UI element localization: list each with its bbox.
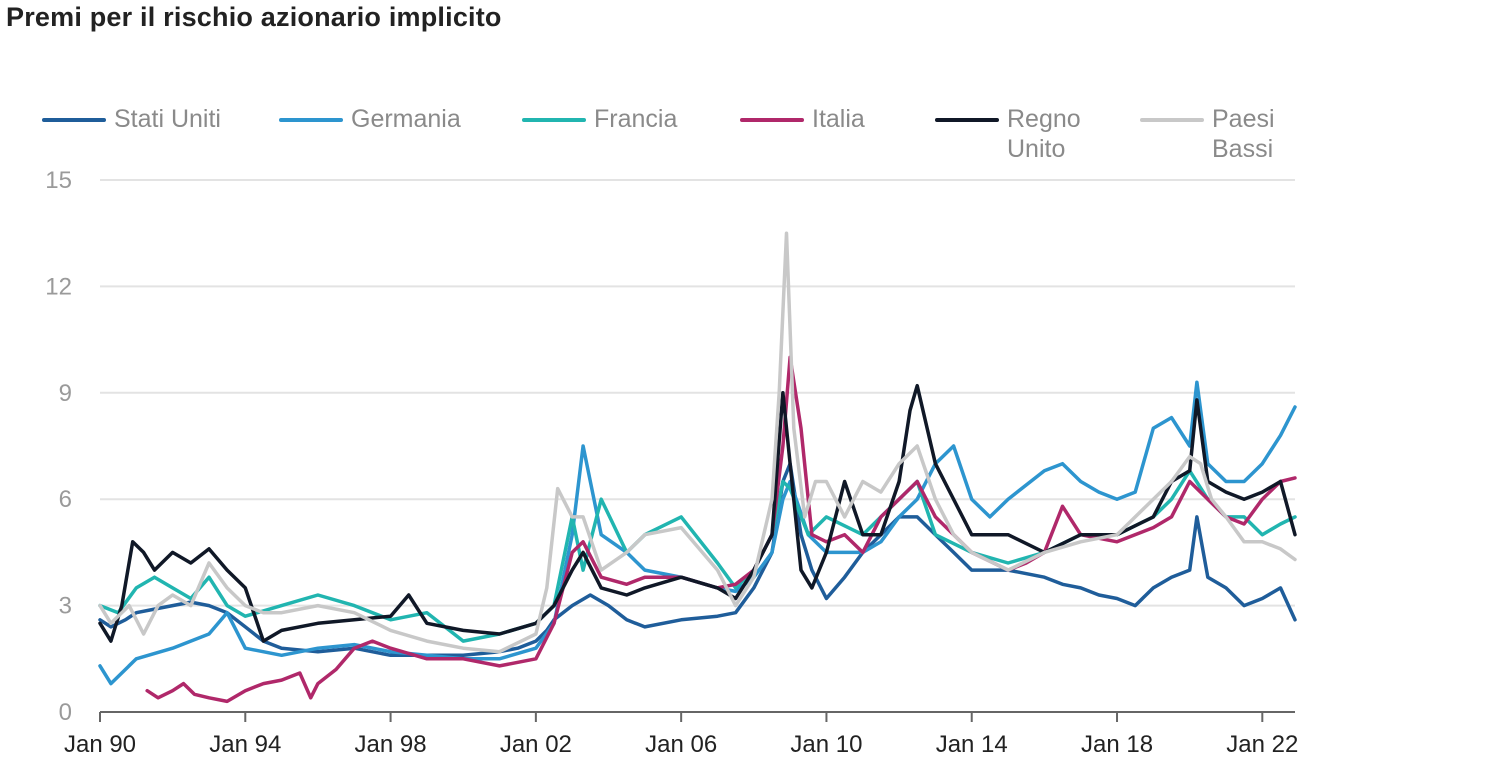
y-tick-label: 15 <box>45 167 72 194</box>
x-tick-label: Jan 14 <box>936 731 1008 758</box>
y-tick-label: 9 <box>59 380 72 407</box>
series-line-francia <box>98 469 1297 643</box>
y-tick-label: 12 <box>45 273 72 300</box>
series-line-germania <box>98 380 1297 686</box>
y-tick-label: 0 <box>59 699 72 726</box>
x-tick-label: Jan 02 <box>500 731 572 758</box>
x-tick-label: Jan 98 <box>355 731 427 758</box>
series-lines <box>98 231 1297 704</box>
x-tick-label: Jan 22 <box>1226 731 1298 758</box>
y-tick-label: 3 <box>59 593 72 620</box>
x-tick-label: Jan 10 <box>790 731 862 758</box>
y-tick-label: 6 <box>59 486 72 513</box>
x-axis <box>99 711 1295 722</box>
series-line-regno-unito <box>98 383 1297 643</box>
tick-labels: 0 3 6 9 12 15 Jan 90 Jan 94 Jan 98 Jan 02 Jan 06 Ja… <box>45 167 1298 758</box>
x-tick-label: Jan 90 <box>64 731 136 758</box>
x-tick-label: Jan 18 <box>1081 731 1153 758</box>
series-line-stati-uniti <box>98 461 1297 658</box>
gridlines <box>100 179 1295 607</box>
series-line-italia <box>145 355 1297 704</box>
x-tick-label: Jan 06 <box>645 731 717 758</box>
x-tick-label: Jan 94 <box>209 731 281 758</box>
chart-title: Premi per il rischio azionario implicito <box>6 2 502 32</box>
series-line-paesi-bassi <box>98 231 1297 654</box>
